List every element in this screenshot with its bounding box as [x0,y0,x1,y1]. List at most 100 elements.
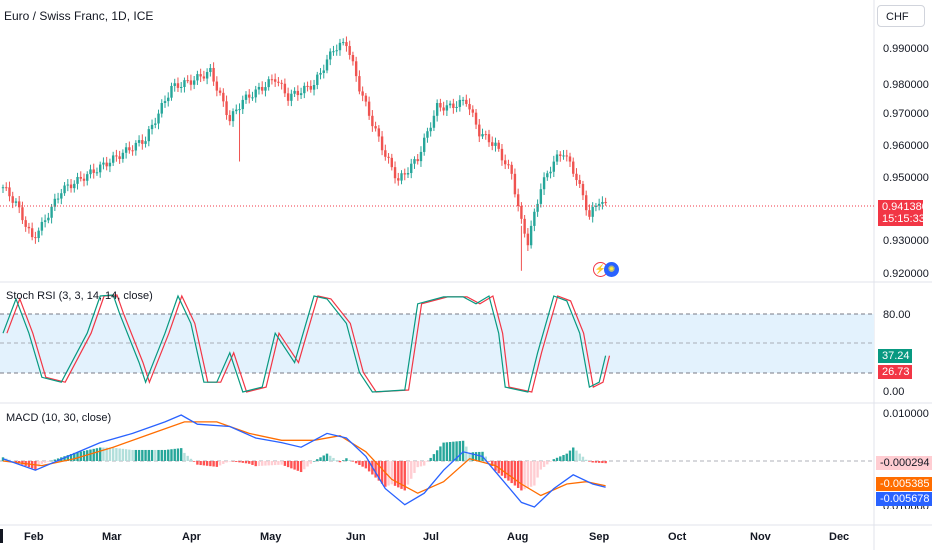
candle-body [303,85,306,94]
candle-body [338,42,342,51]
candle-body [325,59,329,71]
candle-body [261,86,264,91]
macd-histogram-bar [63,456,66,461]
macd-histogram-bar [542,461,546,467]
macd-histogram-bar [192,461,196,462]
stoch-rsi-title[interactable]: Stoch RSI (3, 3, 14, 14, close) [6,290,153,302]
macd-histogram-bar [536,461,539,478]
macd-histogram-bar [286,461,290,468]
macd-histogram-bar [461,440,465,461]
candle-body [267,79,270,88]
stoch-k-tag: 37.24 [878,349,912,363]
price-tick: 0.980000 [883,79,929,91]
candle-body [95,172,99,174]
macd-histogram-bar [128,449,131,461]
macd-histogram-bar [280,461,283,465]
macd-histogram-bar [575,450,578,461]
candle-body [435,103,439,116]
macd-histogram-bar [384,461,387,487]
candle-body [423,137,426,152]
candle-body [176,83,180,88]
candle-body [513,173,517,195]
macd-histogram-bar [293,461,296,470]
macd-histogram-bar [568,450,572,461]
candle-body [225,101,228,116]
currency-selector[interactable]: CHF [877,5,925,27]
macd-histogram-bar [585,459,588,461]
time-label-feb: Feb [24,531,44,543]
candle-body [8,187,11,197]
macd-histogram-bar [105,447,108,461]
macd-histogram-bar [303,461,306,470]
macd-histogram-bar [199,461,202,466]
macd-histogram-bar [549,461,552,462]
candle-body [128,147,131,151]
candle-body [578,180,581,184]
candle-body [89,169,92,175]
candle-body [43,220,47,222]
macd-histogram-bar [228,461,231,462]
candle-body [384,150,387,157]
candle-body [73,183,76,189]
macd-histogram-bar [380,461,384,484]
candle-body [416,159,419,162]
macd-histogram-bar [215,461,219,467]
stoch-tick-80: 80.00 [883,309,911,321]
candle-body [60,193,63,199]
candle-body [591,206,594,217]
candle-body [34,237,37,239]
macd-histogram-bar [403,461,406,491]
macd-histogram-bar [426,461,429,462]
candle-body [461,99,465,101]
macd-histogram-bar [251,461,254,465]
macd-title[interactable]: MACD (10, 30, close) [6,412,112,424]
candle-body [481,134,484,137]
macd-histogram-bar [442,442,445,461]
time-label-mar: Mar [102,531,122,543]
candle-body [439,103,442,108]
macd-histogram-bar [37,461,40,467]
candle-body [354,61,358,77]
macd-histogram-bar [241,461,244,463]
candle-body [507,164,510,166]
macd-histogram-bar [520,461,523,491]
candle-body [516,194,520,207]
candle-body [202,76,206,79]
candle-body [183,80,186,87]
candle-body [390,157,393,168]
candle-body [115,155,118,157]
candle-body [147,129,150,142]
candle-body [387,156,390,158]
macd-histogram-bar [604,461,607,464]
macd-histogram-bar [235,461,238,462]
macd-histogram-bar [290,461,293,469]
price-tick: 0.960000 [883,140,929,152]
candle-body [539,189,543,204]
candle-body [465,99,468,105]
macd-histogram-bar [277,461,280,465]
candle-body [581,183,585,196]
eu-flag-icon[interactable]: ✺ [604,262,619,277]
macd-histogram-bar [102,447,105,461]
macd-histogram-bar [516,461,520,488]
macd-histogram-bar [329,455,332,461]
candle-body [1,187,5,189]
last-price-value: 0.941380 [882,201,928,213]
macd-histogram-bar [173,448,176,461]
candle-body [529,225,533,246]
candle-body [575,173,578,181]
macd-histogram-bar [131,449,134,461]
macd-histogram-bar [167,449,170,461]
macd-histogram-bar [73,452,76,461]
candle-body [361,91,364,96]
macd-histogram-bar [601,461,604,464]
macd-histogram-bar [455,441,458,461]
macd-histogram-bar [348,459,351,461]
candle-body [329,51,332,60]
macd-histogram-bar [581,456,585,461]
macd-histogram-bar [121,448,125,461]
candle-body [594,205,598,207]
candle-body [358,76,361,92]
candle-body [397,178,400,181]
